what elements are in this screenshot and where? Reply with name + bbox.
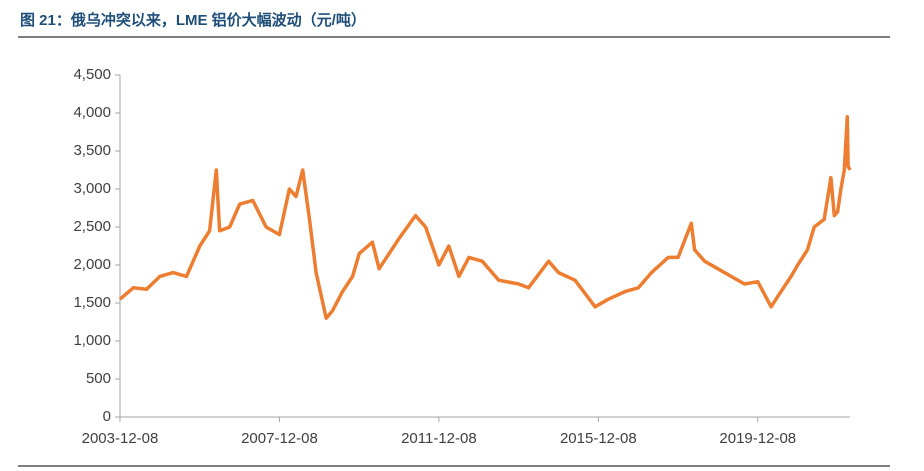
y-tick-label: 1,000 (73, 332, 111, 349)
price-line (118, 115, 852, 320)
y-tick-label: 3,500 (73, 142, 111, 159)
y-tick-label: 4,000 (73, 104, 111, 121)
x-tick-label: 2007-12-08 (241, 430, 318, 447)
x-tick-label: 2011-12-08 (401, 430, 477, 447)
x-tick-label: 2015-12-08 (560, 430, 637, 447)
y-tick-label: 2,500 (73, 218, 111, 235)
x-tick-label: 2003-12-08 (82, 430, 159, 447)
y-tick-label: 0 (103, 408, 111, 425)
chart-title: 图 21：俄乌冲突以来，LME 铝价大幅波动（元/吨） (20, 11, 366, 29)
y-tick-label: 2,000 (73, 256, 111, 273)
y-tick-label: 4,500 (73, 66, 111, 83)
y-tick-label: 1,500 (73, 294, 111, 311)
y-tick-label: 500 (86, 370, 111, 387)
x-tick-label: 2019-12-08 (719, 430, 796, 447)
y-tick-label: 3,000 (73, 180, 111, 197)
